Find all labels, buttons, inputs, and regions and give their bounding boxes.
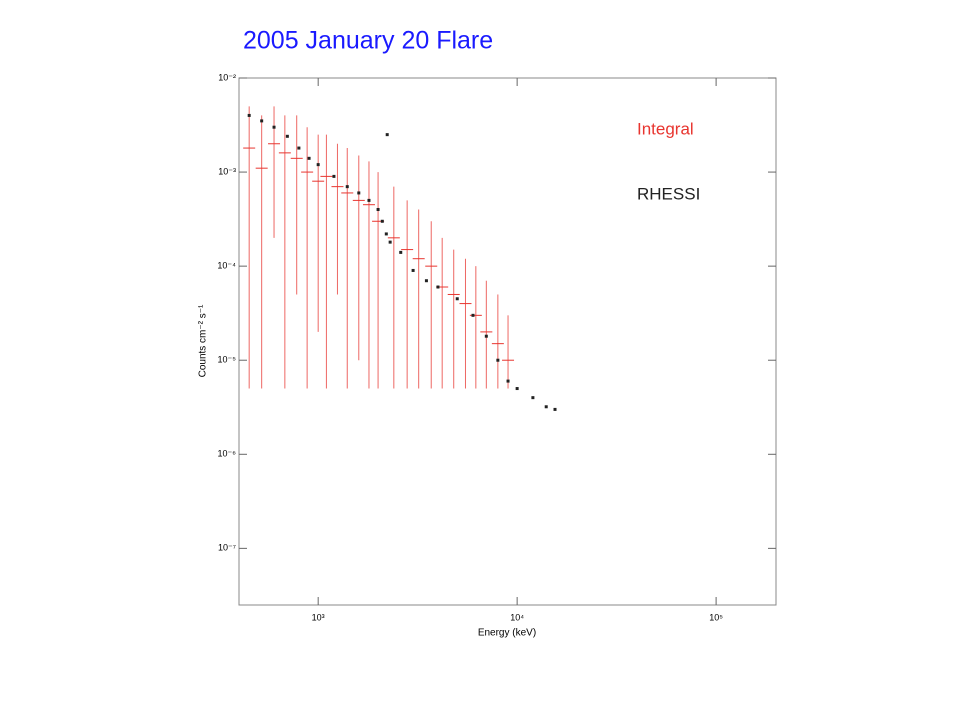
y-tick-label: 10⁻⁶: [218, 449, 237, 459]
point: [544, 405, 548, 409]
point: [424, 279, 428, 283]
point: [496, 358, 500, 362]
point: [285, 134, 289, 138]
point: [367, 198, 371, 202]
y-tick-label: 10⁻²: [218, 72, 236, 82]
point: [272, 125, 276, 129]
x-tick-label: 10³: [312, 612, 325, 622]
point: [345, 185, 349, 189]
point: [357, 191, 361, 195]
point: [332, 174, 336, 178]
plot-frame: [238, 77, 777, 606]
y-axis-label: Counts cm⁻² s⁻¹: [198, 304, 209, 377]
point: [399, 250, 403, 254]
point: [316, 163, 320, 167]
point: [411, 268, 415, 272]
point: [471, 313, 475, 317]
point: [297, 146, 301, 150]
point: [385, 133, 389, 137]
point: [307, 156, 311, 160]
y-tick-label: 10⁻⁴: [217, 261, 236, 271]
point: [376, 208, 380, 212]
point: [531, 396, 535, 400]
legend-label: Integral: [637, 119, 694, 138]
point: [380, 219, 384, 223]
x-tick-label: 10⁵: [709, 612, 723, 622]
legend-label: RHESSI: [637, 184, 700, 203]
point: [388, 240, 392, 244]
x-tick-label: 10⁴: [510, 612, 524, 622]
point: [515, 387, 519, 391]
chart-title: 2005 January 20 Flare: [243, 27, 493, 55]
point: [455, 297, 459, 301]
point: [384, 232, 388, 236]
point: [553, 407, 557, 411]
x-axis-label: Energy (keV): [478, 628, 536, 639]
y-tick-label: 10⁻⁵: [218, 355, 237, 365]
point: [247, 113, 251, 117]
point: [260, 119, 264, 123]
y-tick-label: 10⁻⁷: [218, 543, 236, 553]
point: [506, 379, 510, 383]
point: [436, 285, 440, 289]
point: [484, 334, 488, 338]
y-tick-label: 10⁻³: [218, 166, 236, 176]
